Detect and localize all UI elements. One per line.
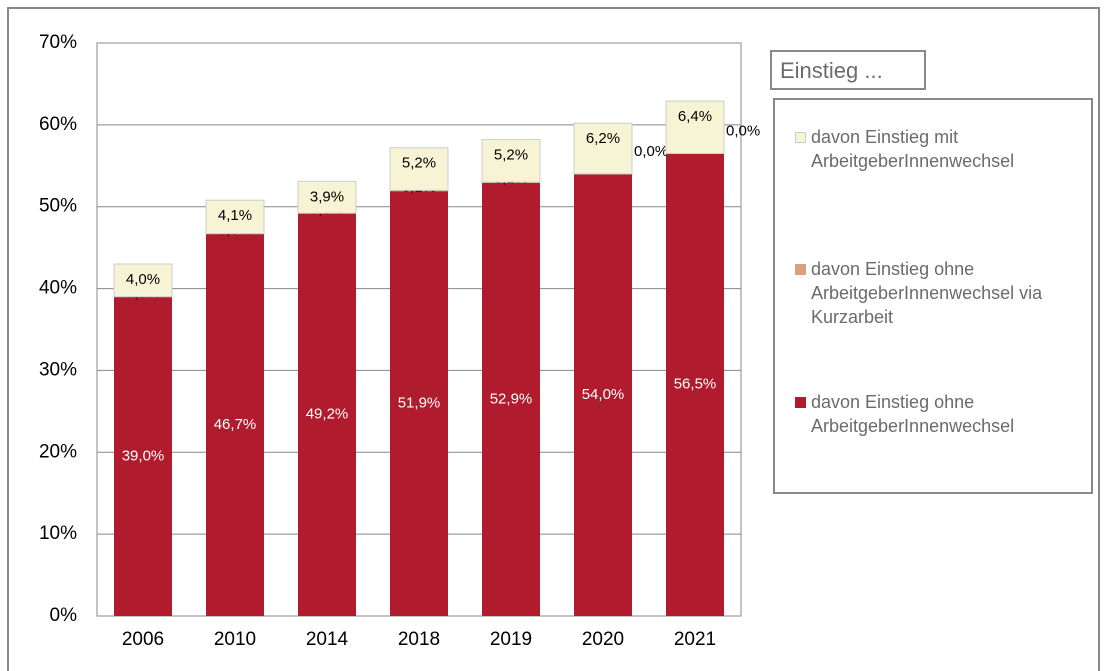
value-label: 3,9%	[310, 188, 344, 205]
bar-segment	[389, 147, 449, 191]
y-tick-label: 0%	[50, 605, 78, 626]
x-tick-label: 2020	[582, 629, 624, 650]
legend-label: davon Einstieg mit ArbeitgeberInnenwechs…	[811, 127, 1015, 171]
value-label: 0,0%	[634, 143, 668, 160]
bar-segment	[574, 173, 632, 616]
value-label: 46,7%	[214, 416, 257, 433]
bar-segment	[114, 296, 172, 616]
y-tick-label: 10%	[39, 523, 77, 544]
legend-entry: davon Einstieg ohne ArbeitgeberInnenwech…	[795, 257, 1107, 329]
value-label: 6,2%	[586, 130, 620, 147]
legend-label: davon Einstieg ohne ArbeitgeberInnenwech…	[811, 392, 1015, 436]
bar-segment	[481, 139, 541, 183]
y-tick-label: 60%	[39, 114, 77, 135]
legend-label: davon Einstieg ohne ArbeitgeberInnenwech…	[811, 259, 1043, 327]
value-label: 0,0%	[726, 122, 760, 139]
bar-segment	[482, 182, 540, 616]
legend-swatch	[795, 132, 806, 143]
value-label: 54,0%	[582, 386, 625, 403]
bar-segment	[205, 199, 265, 235]
chart-border	[7, 7, 1100, 671]
value-label: 51,9%	[398, 395, 441, 412]
legend-entry: davon Einstieg mit ArbeitgeberInnenwechs…	[795, 125, 1107, 173]
bar-segment	[573, 122, 633, 175]
bar-segment	[665, 100, 725, 155]
x-tick-label: 2006	[122, 629, 164, 650]
value-label: 49,2%	[306, 406, 349, 423]
x-tick-label: 2018	[398, 629, 440, 650]
bar-segment	[298, 213, 356, 616]
value-label: 4,1%	[218, 207, 252, 224]
legend-swatch	[795, 397, 806, 408]
legend-entry: davon Einstieg ohne ArbeitgeberInnenwech…	[795, 390, 1107, 438]
bar-segment	[113, 263, 173, 298]
bar-segment	[666, 153, 724, 616]
y-tick-label: 50%	[39, 196, 77, 217]
y-tick-label: 20%	[39, 441, 77, 462]
value-label: 4,0%	[126, 271, 160, 288]
bar-segment	[206, 233, 264, 616]
value-label: 5,2%	[494, 147, 528, 164]
legend-swatch	[795, 264, 806, 275]
value-label: 56,5%	[674, 376, 717, 393]
y-tick-label: 40%	[39, 278, 77, 299]
bar-segment	[390, 191, 448, 616]
x-tick-label: 2021	[674, 629, 716, 650]
legend-title: Einstieg ...	[770, 50, 926, 90]
value-label: 39,0%	[122, 447, 165, 464]
value-label: 52,9%	[490, 390, 533, 407]
y-tick-label: 70%	[39, 32, 77, 53]
x-tick-label: 2019	[490, 629, 532, 650]
value-label: 5,2%	[402, 155, 436, 172]
bar-segment	[297, 180, 357, 214]
value-label: 6,4%	[678, 108, 712, 125]
x-tick-label: 2014	[306, 629, 349, 650]
y-tick-label: 30%	[39, 359, 77, 380]
x-tick-label: 2010	[214, 629, 256, 650]
legend: davon Einstieg ohne ArbeitgeberInnenwech…	[773, 98, 1093, 494]
